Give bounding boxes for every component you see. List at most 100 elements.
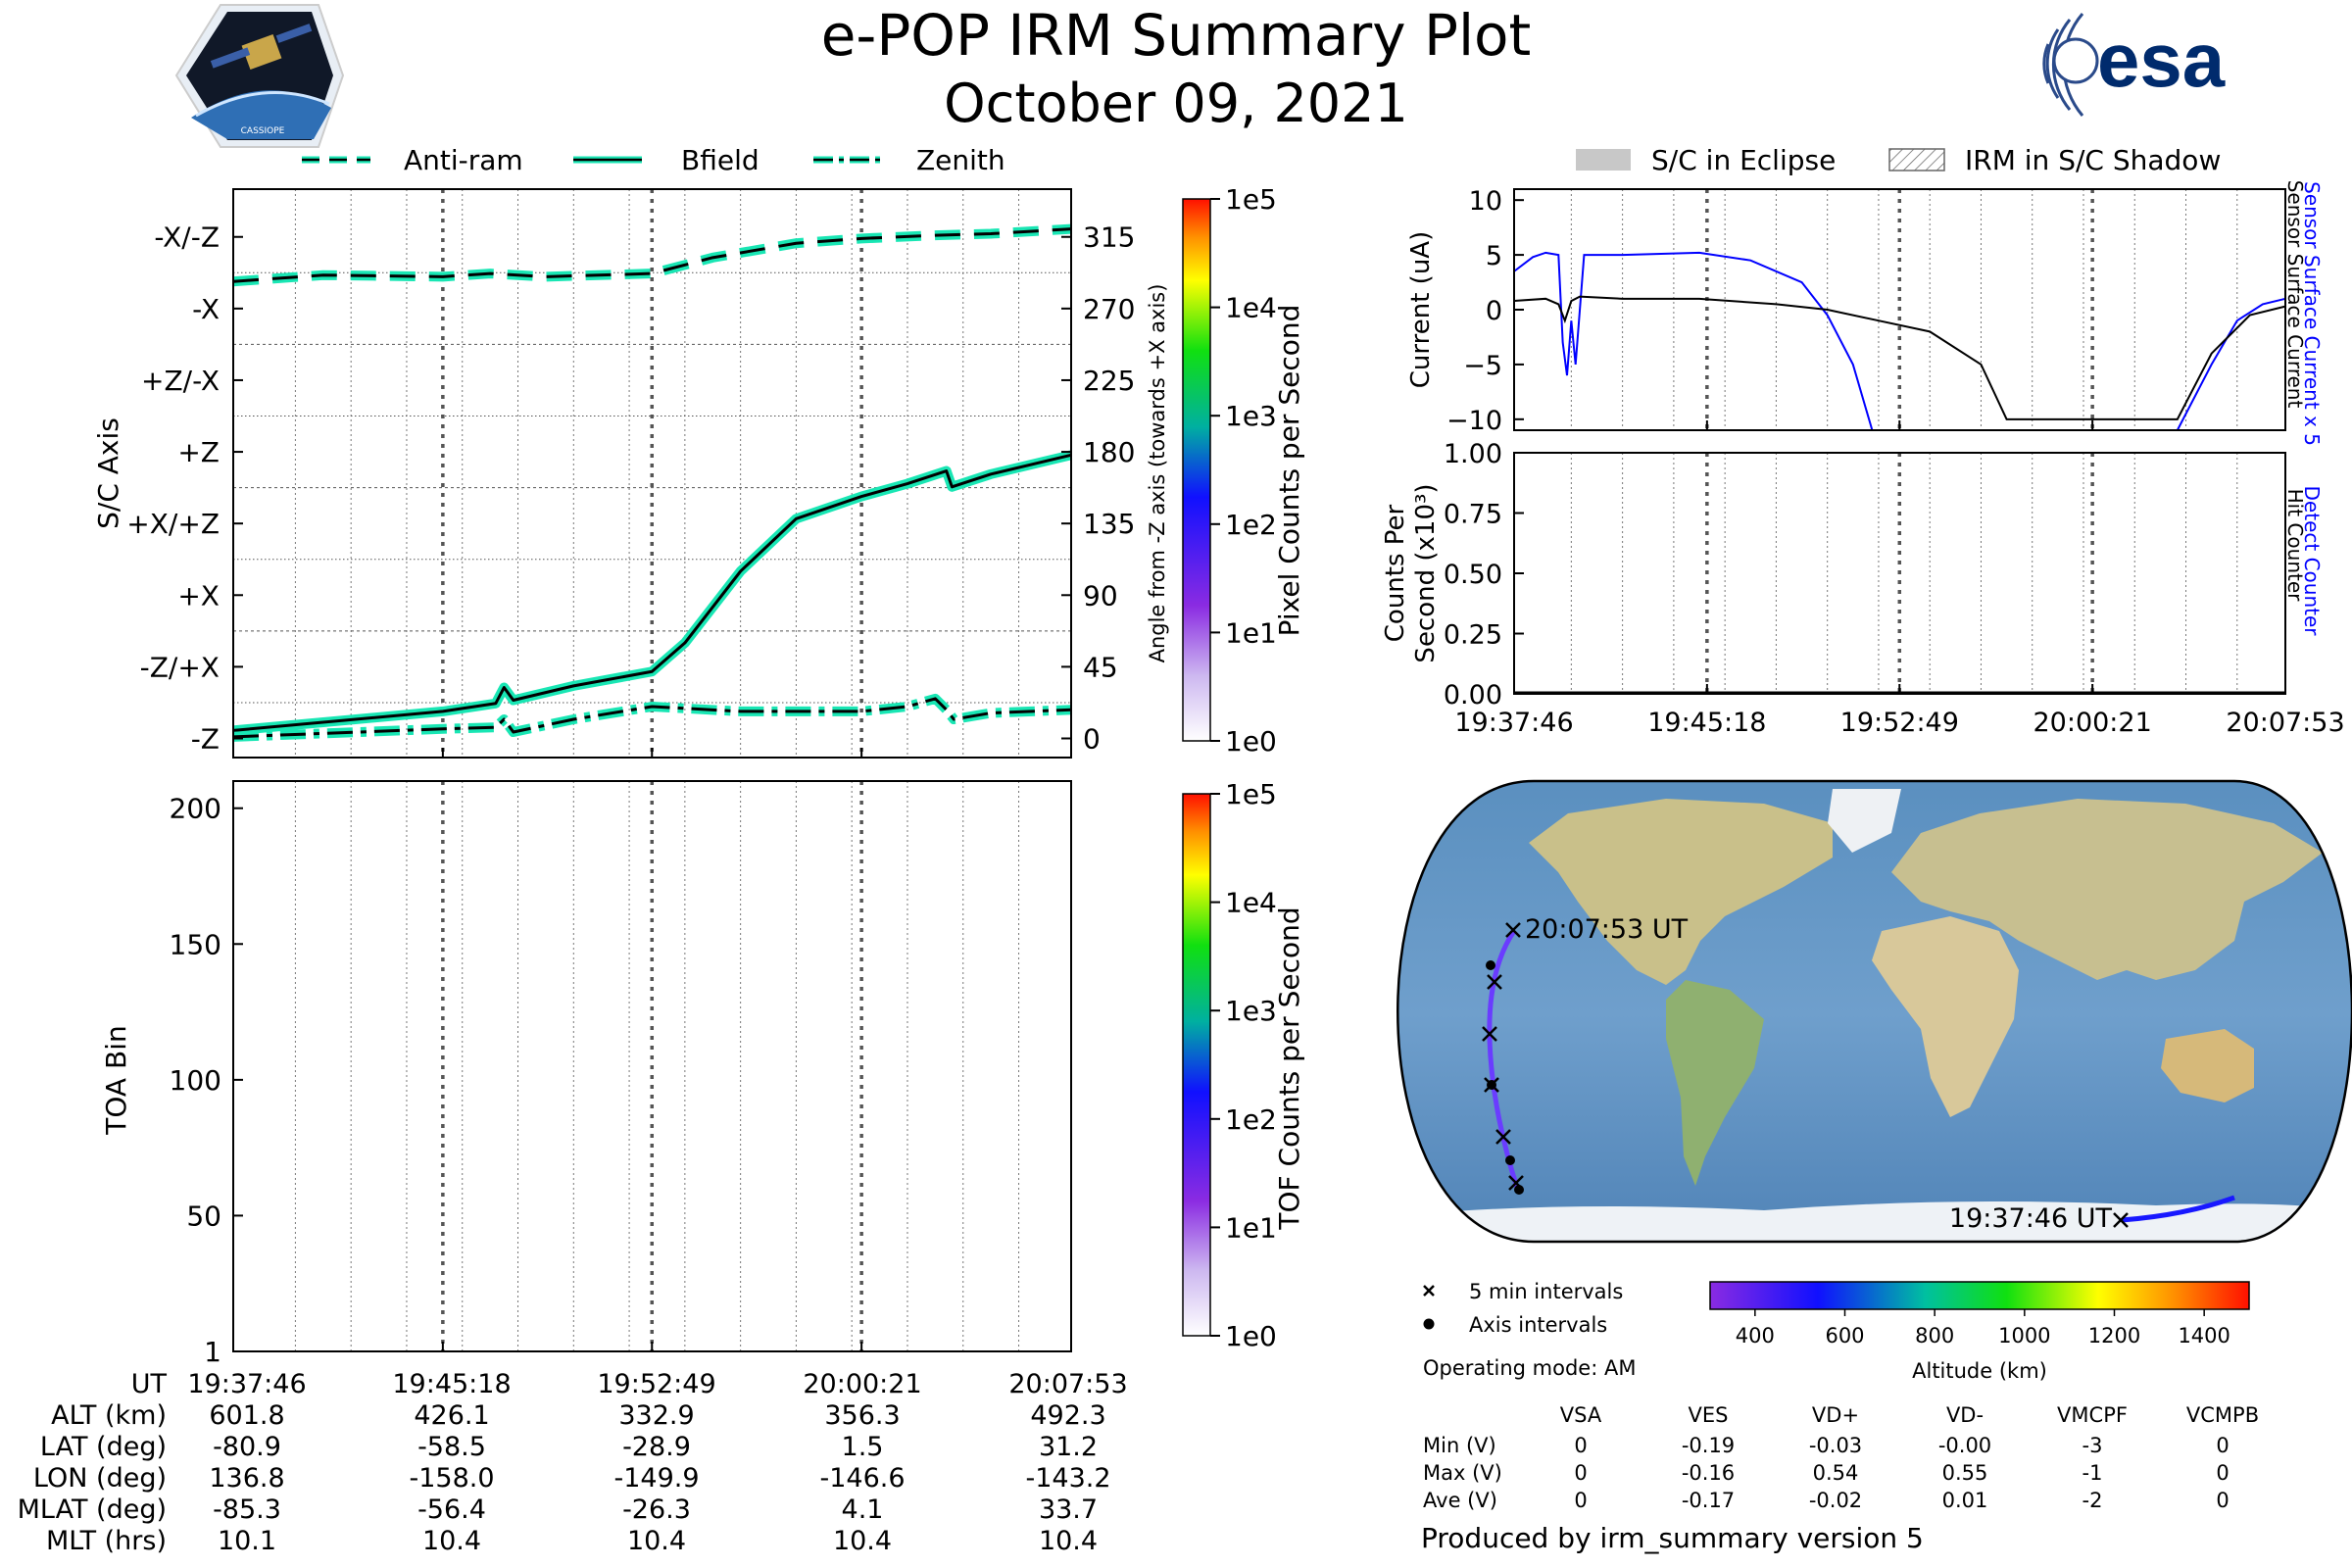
- y-tick-label: 1: [204, 1336, 221, 1368]
- current-ylabel: Current (uA): [1406, 231, 1436, 388]
- counts-ylabel-line2: Second (x10³): [1411, 483, 1441, 662]
- voltage-col-header: VD-: [1946, 1403, 1984, 1427]
- ephemeris-row-label: MLT (hrs): [46, 1526, 167, 1556]
- esa-logo: esa: [2042, 13, 2226, 117]
- map-label-start: 19:37:46 UT: [1949, 1203, 2113, 1234]
- figure-title: e-POP IRM Summary Plot: [821, 2, 1532, 69]
- ephemeris-cell: -85.3: [213, 1494, 281, 1525]
- y-tick-label-right: 0: [1083, 723, 1101, 756]
- y-tick-label-right: 180: [1083, 436, 1135, 468]
- x-tick-label: 19:52:49: [1840, 708, 1959, 738]
- map-north-america: [1529, 799, 1833, 985]
- ephemeris-cell: 20:00:21: [803, 1369, 921, 1399]
- voltage-row-label: Max (V): [1423, 1461, 1502, 1485]
- y-tick-label: 0.00: [1444, 680, 1502, 710]
- colorbar-tick-label: 1e1: [1225, 616, 1277, 649]
- altitude-label: Altitude (km): [1912, 1359, 2047, 1383]
- counts-right-label-blue: Detect Counter: [2300, 486, 2324, 637]
- voltage-cell: 0: [1574, 1434, 1587, 1457]
- map-legend-5min: 5 min intervals: [1469, 1280, 1623, 1303]
- attitude-series: [232, 223, 1073, 742]
- cassiope-logo-text: CASSIOPE: [241, 126, 285, 136]
- ephemeris-cell: 19:37:46: [187, 1369, 306, 1399]
- colorbar-tick-label: 1e5: [1225, 183, 1277, 216]
- voltage-col-header: VSA: [1560, 1403, 1602, 1427]
- colorbar-tick-label: 1e4: [1225, 292, 1277, 324]
- y-tick-label: 10: [1469, 186, 1502, 217]
- y-tick-label: 0.25: [1444, 620, 1502, 651]
- y-tick-label: 0: [1486, 296, 1502, 326]
- x-tick-label: 20:07:53: [2226, 708, 2344, 738]
- colorbar-tick-label: 1e4: [1225, 887, 1277, 919]
- esa-logo-text: esa: [2097, 17, 2226, 103]
- ephemeris-row-label: LON (deg): [33, 1463, 167, 1494]
- ephemeris-cell: 10.1: [218, 1526, 276, 1556]
- map-south-america: [1666, 980, 1764, 1186]
- map-greenland: [1828, 789, 1901, 853]
- colorbar-tick-label: 1e2: [1225, 509, 1277, 541]
- voltage-row-label: Ave (V): [1423, 1489, 1497, 1512]
- x-tick-label: 19:37:46: [1454, 708, 1573, 738]
- legend-bfield: Bfield: [681, 144, 760, 176]
- ephemeris-row-label: LAT (deg): [40, 1432, 167, 1462]
- y-tick-label: 50: [186, 1200, 221, 1232]
- tof-colorbar: [1182, 793, 1211, 1337]
- series-halo-anti-ram: [232, 223, 1072, 287]
- x-tick-label: 19:45:18: [1647, 708, 1766, 738]
- voltage-cell: -3: [2082, 1434, 2103, 1457]
- voltage-cell: 0.55: [1942, 1461, 1988, 1485]
- counts-ylabel-line1: Counts Per: [1381, 504, 1410, 642]
- y-tick-label-right: 225: [1083, 365, 1135, 397]
- y-tick-label: 200: [170, 793, 221, 825]
- ephemeris-cell: 492.3: [1030, 1400, 1105, 1431]
- ephemeris-cell: -58.5: [417, 1432, 486, 1462]
- colorbar-tick-label: 1e5: [1225, 778, 1277, 810]
- altitude-tick-label: 1000: [1998, 1324, 2050, 1348]
- ephemeris-cell: 356.3: [824, 1400, 900, 1431]
- altitude-tick-label: 1400: [2178, 1324, 2230, 1348]
- cassiope-logo: CASSIOPE: [174, 4, 345, 148]
- map-outline: [1396, 779, 2352, 1244]
- tof-colorbar-label: TOF Counts per Second: [1273, 906, 1305, 1230]
- operating-mode: Operating mode: AM: [1423, 1356, 1636, 1380]
- voltage-col-header: VES: [1689, 1403, 1729, 1427]
- legend-dot-marker: [1423, 1318, 1435, 1330]
- y-tick-label-left: +X/+Z: [126, 508, 220, 540]
- voltage-cell: -0.17: [1682, 1489, 1735, 1512]
- map-africa: [1872, 916, 2019, 1117]
- toa-ticks: 200 150 100 50 1: [170, 793, 1072, 1368]
- colorbar-tick-label: 1e3: [1225, 995, 1277, 1027]
- map-label-end: 20:07:53 UT: [1525, 914, 1689, 945]
- y-tick-label-right: 45: [1083, 651, 1118, 683]
- voltage-col-header: VMCPF: [2057, 1403, 2128, 1427]
- voltage-cell: 0.54: [1813, 1461, 1859, 1485]
- legend-shadow: IRM in S/C Shadow: [1965, 144, 2221, 176]
- ephemeris-cell: 19:52:49: [597, 1369, 715, 1399]
- map-australia: [2161, 1029, 2254, 1102]
- figure-date: October 09, 2021: [944, 73, 1408, 134]
- tof-colorbar-ticks: 1e5 1e4 1e3 1e2 1e1 1e0: [1210, 778, 1277, 1352]
- attitude-ylabel-right: Angle from -Z axis (towards +X axis): [1146, 284, 1169, 663]
- y-tick-label-left: -Z/+X: [140, 651, 220, 683]
- voltage-cell: 0.01: [1942, 1489, 1988, 1512]
- voltage-cell: -0.02: [1809, 1489, 1862, 1512]
- voltage-col-header: VD+: [1812, 1403, 1859, 1427]
- orbit-axis-dots: [1486, 960, 1524, 1195]
- ephemeris-cell: 426.1: [414, 1400, 489, 1431]
- voltage-cell: -0.03: [1809, 1434, 1862, 1457]
- ephemeris-cell: 20:07:53: [1008, 1369, 1127, 1399]
- voltage-cell: 0: [2216, 1461, 2229, 1485]
- marker-x: [1495, 1129, 1511, 1145]
- voltage-cell: -0.16: [1682, 1461, 1735, 1485]
- map-eurasia: [1891, 799, 2323, 980]
- series-line-bfield: [232, 453, 1072, 732]
- colorbar-tick-label: 1e0: [1225, 1320, 1277, 1352]
- current-x5-line: [1513, 251, 2286, 431]
- y-tick-label: 0.75: [1444, 500, 1502, 530]
- y-tick-label: 0.50: [1444, 560, 1502, 590]
- altitude-colorbar: [1709, 1281, 2250, 1310]
- voltage-cell: -2: [2082, 1489, 2103, 1512]
- y-tick-label: −10: [1446, 406, 1502, 436]
- ephemeris-cell: 136.8: [209, 1463, 284, 1494]
